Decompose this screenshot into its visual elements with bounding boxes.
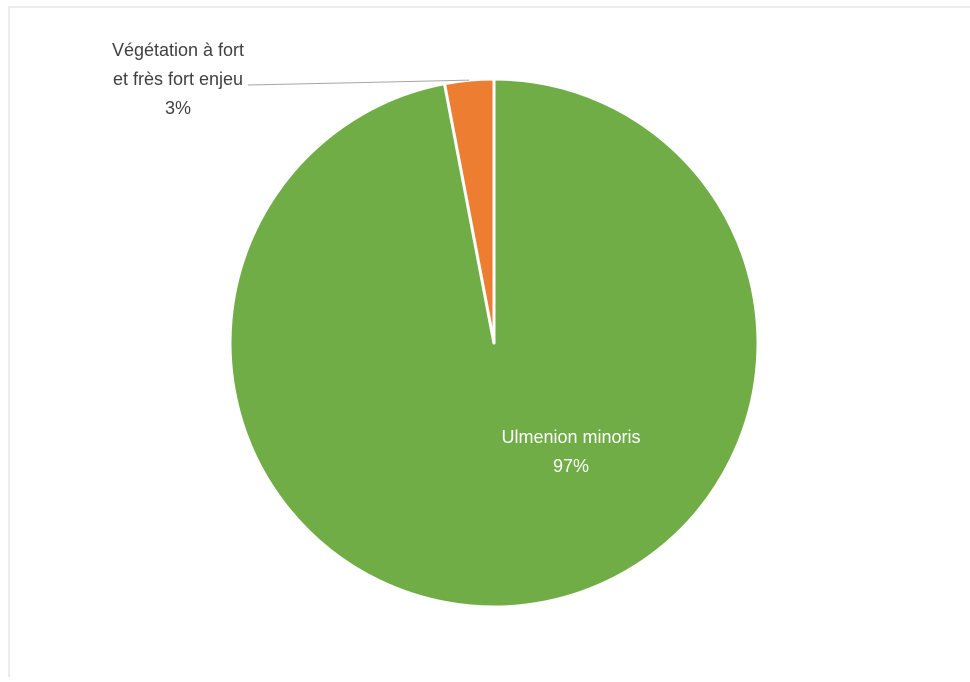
chart-border <box>8 6 970 677</box>
pie-slices <box>228 77 760 609</box>
slice-percent-vegetation: 3% <box>165 98 191 118</box>
slice-percent-ulmenion: 97% <box>553 456 589 476</box>
slice-label-vegetation-line1: Végétation à fort <box>112 40 244 60</box>
slice-label-vegetation-line2: et frès fort enjeu <box>113 69 243 89</box>
slice-label-ulmenion: Ulmenion minoris <box>501 427 640 447</box>
slice-leader-line <box>247 79 470 86</box>
